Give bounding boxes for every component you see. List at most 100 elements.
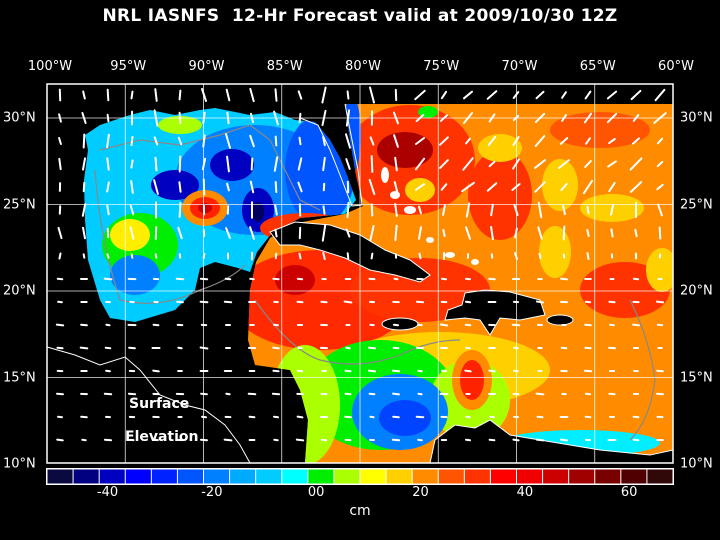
wind-vector — [560, 277, 568, 281]
wind-vector — [345, 158, 351, 170]
wind-vector — [297, 181, 303, 193]
wind-vector — [490, 203, 494, 217]
wind-vector — [201, 415, 207, 419]
wind-vector — [346, 252, 350, 260]
bahamas — [381, 167, 479, 265]
jamaica — [381, 317, 419, 331]
colorbar-swatch — [490, 469, 516, 484]
wind-vector — [394, 203, 398, 217]
colorbar-tick-label: -40 — [96, 485, 119, 500]
wind-vector — [106, 133, 110, 149]
wind-vector — [58, 137, 62, 145]
wind-vector — [657, 203, 663, 217]
pacific-coastline — [46, 346, 251, 464]
latitude-label: 20°N — [680, 283, 713, 299]
wind-vector — [103, 438, 113, 442]
wind-vector — [345, 228, 351, 238]
longitude-label: 90°W — [188, 59, 225, 74]
wind-vector — [610, 228, 614, 238]
wind-vector — [512, 136, 520, 146]
wind-vector — [176, 300, 184, 304]
wind-vector — [610, 204, 614, 216]
wind-vector — [104, 346, 112, 350]
latitude-label: 25°N — [3, 197, 36, 212]
wind-vector — [106, 181, 110, 193]
colorbar-swatch — [412, 469, 438, 484]
colorbar-swatch — [230, 469, 256, 484]
wind-vector — [274, 204, 278, 216]
wind-vector — [177, 226, 183, 240]
wind-vector — [274, 228, 278, 238]
wind-vector — [511, 183, 521, 191]
wind-vector — [56, 346, 64, 350]
wind-vector — [130, 180, 134, 194]
wind-vector — [82, 181, 86, 193]
colorbar-tick-label: 00 — [307, 485, 325, 500]
colorbar-swatch — [282, 469, 308, 484]
wind-vector — [178, 155, 182, 173]
colorbar-swatch — [334, 469, 360, 484]
wind-vector — [369, 225, 375, 241]
wind-vector — [392, 415, 400, 419]
wind-vector — [442, 229, 446, 237]
wind-vector — [441, 369, 447, 373]
wind-vector — [461, 181, 475, 193]
latitude-label: 30°N — [3, 110, 36, 126]
wind-vector — [345, 133, 351, 149]
wind-vector — [249, 226, 255, 240]
puerto-rico — [546, 314, 574, 326]
wind-vector — [656, 137, 664, 145]
wind-vector — [608, 300, 616, 304]
annotation-elevation: Elevation — [125, 429, 199, 445]
wind-vector — [82, 157, 86, 171]
wind-vector — [322, 135, 326, 147]
wind-vector — [79, 346, 89, 350]
wind-vector — [534, 135, 546, 147]
wind-vector — [370, 252, 374, 260]
wind-vector — [249, 134, 255, 148]
colorbar-swatch — [621, 469, 647, 484]
wind-vector — [343, 300, 353, 304]
wind-vector — [632, 323, 640, 327]
wind-vector — [560, 346, 568, 350]
wind-vector — [321, 86, 327, 104]
latitude-label: 10°N — [3, 456, 36, 472]
longitude-label: 70°W — [501, 59, 538, 74]
longitude-label: 100°W — [27, 59, 73, 74]
wind-vector — [418, 226, 422, 240]
wind-vector — [370, 203, 374, 217]
wind-vector — [56, 438, 64, 442]
wind-vector — [58, 157, 62, 171]
wind-vector — [80, 323, 88, 327]
wind-vector — [249, 180, 255, 194]
wind-vector — [55, 323, 65, 327]
latitude-label: 15°N — [680, 370, 713, 385]
wind-vector — [298, 136, 302, 146]
wind-vector — [58, 252, 62, 260]
colorbar-swatch — [47, 469, 73, 484]
latitude-label: 15°N — [3, 370, 36, 385]
latitude-label: 20°N — [3, 283, 36, 299]
wind-vector — [130, 159, 134, 169]
wind-vector — [584, 160, 592, 168]
cuba — [269, 221, 431, 283]
wind-vector — [418, 205, 422, 215]
colorbar-swatch — [595, 469, 621, 484]
wind-vector — [344, 415, 352, 419]
wind-vector — [106, 157, 110, 171]
colorbar-swatch — [438, 469, 464, 484]
wind-vector — [535, 438, 545, 442]
wind-vector — [486, 90, 498, 100]
colorbar-swatch — [177, 469, 203, 484]
wind-vector — [273, 415, 279, 419]
wind-vector — [487, 135, 497, 147]
wind-vector — [608, 138, 616, 144]
wind-vector — [82, 226, 86, 240]
wind-vector — [82, 253, 86, 259]
wind-vector — [296, 300, 304, 304]
wind-vector — [297, 90, 303, 100]
wind-vector — [440, 183, 448, 191]
wind-vector — [391, 438, 401, 442]
colorbar-swatch — [647, 469, 673, 484]
wind-vector — [128, 346, 136, 350]
